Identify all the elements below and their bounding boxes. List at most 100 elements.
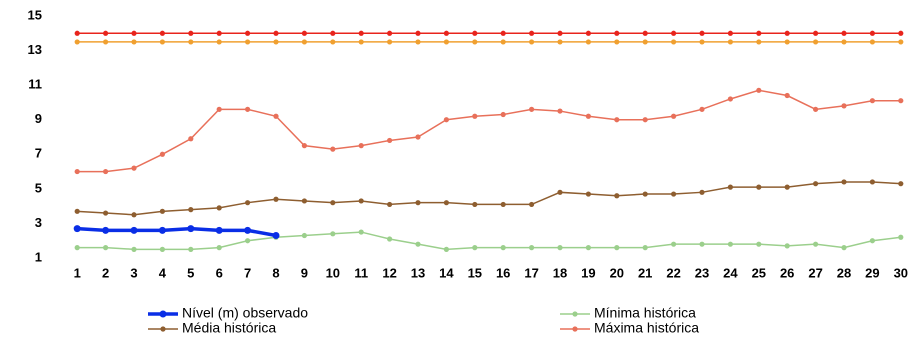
- point: [727, 39, 734, 45]
- point: [784, 184, 790, 190]
- x-tick-label: 2: [102, 265, 109, 280]
- point: [756, 30, 762, 36]
- point: [529, 106, 535, 112]
- point: [529, 245, 535, 251]
- point: [699, 30, 705, 36]
- point: [387, 39, 393, 45]
- point: [557, 39, 563, 45]
- x-tick-label: 25: [752, 265, 766, 280]
- point: [387, 236, 393, 242]
- point: [358, 39, 364, 45]
- point: [188, 246, 194, 252]
- x-tick-label: 20: [610, 265, 624, 280]
- point: [330, 30, 336, 36]
- y-tick-label: 5: [35, 180, 42, 195]
- y-tick-label: 1: [35, 249, 42, 264]
- point: [216, 245, 222, 251]
- point: [74, 245, 80, 251]
- point: [642, 39, 648, 45]
- point: [74, 168, 80, 175]
- point: [131, 246, 137, 252]
- point: [387, 201, 393, 208]
- point: [727, 241, 734, 247]
- point: [784, 30, 790, 36]
- point: [159, 30, 165, 36]
- point: [216, 106, 222, 112]
- point: [443, 117, 449, 123]
- point: [273, 39, 279, 45]
- legend-label: Nível (m) observado: [182, 305, 308, 321]
- point: [671, 30, 677, 36]
- point: [330, 200, 336, 206]
- point: [245, 200, 251, 206]
- point: [415, 200, 421, 206]
- point: [159, 151, 165, 157]
- point: [273, 113, 279, 119]
- x-tick-label: 24: [723, 265, 738, 280]
- point: [188, 39, 194, 45]
- point: [699, 241, 705, 247]
- point: [813, 106, 819, 112]
- point: [642, 117, 648, 123]
- point: [472, 30, 478, 36]
- point: [301, 39, 307, 45]
- point: [330, 39, 336, 45]
- point: [244, 226, 252, 234]
- point: [727, 96, 734, 102]
- point: [103, 245, 109, 251]
- point: [869, 238, 876, 244]
- point: [614, 30, 620, 36]
- point: [358, 143, 364, 149]
- x-tick-label: 5: [187, 265, 194, 280]
- point: [557, 245, 563, 251]
- point: [74, 39, 80, 45]
- x-tick-label: 21: [638, 265, 652, 280]
- point: [671, 241, 677, 247]
- point: [443, 200, 449, 206]
- x-tick-label: 14: [439, 265, 454, 280]
- point: [74, 30, 80, 36]
- point: [131, 30, 137, 36]
- point: [472, 245, 478, 251]
- y-tick-label: 15: [28, 7, 42, 22]
- x-tick-label: 19: [581, 265, 595, 280]
- point: [472, 201, 478, 208]
- point: [500, 39, 506, 45]
- point: [529, 30, 535, 36]
- point: [159, 246, 165, 252]
- point: [415, 30, 421, 36]
- y-tick-label: 7: [35, 146, 42, 161]
- point: [671, 39, 677, 45]
- point: [273, 196, 279, 202]
- x-tick-label: 12: [382, 265, 396, 280]
- point: [130, 226, 138, 234]
- point: [443, 39, 449, 45]
- point: [216, 39, 222, 45]
- point: [585, 30, 592, 36]
- point: [756, 241, 762, 247]
- x-tick-label: 11: [354, 265, 368, 280]
- point: [188, 136, 194, 142]
- legend-label: Máxima histórica: [594, 320, 699, 336]
- point: [841, 103, 847, 109]
- point: [358, 30, 364, 36]
- point: [216, 30, 222, 36]
- point: [500, 245, 506, 251]
- legend-label: Mínima histórica: [594, 305, 696, 321]
- point: [443, 246, 449, 252]
- point: [841, 245, 847, 251]
- point: [869, 98, 876, 104]
- point: [699, 106, 705, 112]
- point: [187, 225, 195, 233]
- point: [500, 201, 506, 208]
- point: [245, 39, 251, 45]
- point: [869, 39, 876, 45]
- point: [330, 146, 336, 152]
- point: [642, 191, 648, 197]
- point: [614, 193, 620, 199]
- point: [898, 98, 904, 104]
- point: [103, 210, 109, 216]
- series-line: [77, 181, 901, 216]
- point: [358, 229, 364, 235]
